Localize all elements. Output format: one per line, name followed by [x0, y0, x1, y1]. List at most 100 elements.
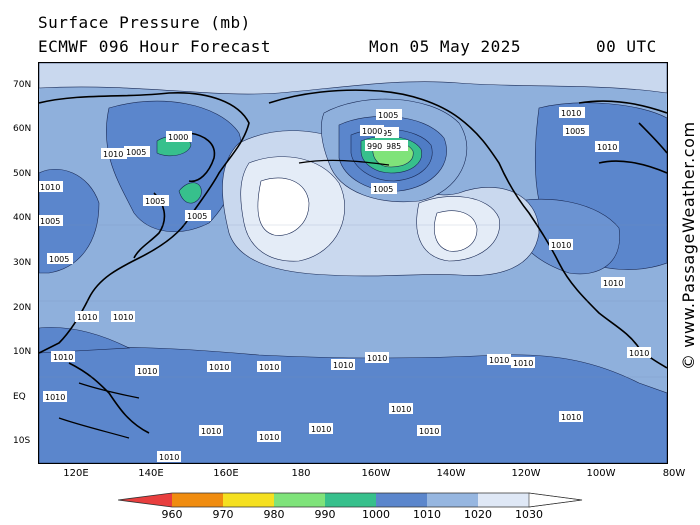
isobar-label: 1010 — [77, 313, 97, 322]
isobar-label: 1010 — [40, 183, 60, 192]
isobar-label: 1010 — [259, 363, 279, 372]
map-title: Surface Pressure (mb) — [38, 13, 251, 32]
lat-label: 40N — [13, 213, 32, 223]
isobar-bg — [124, 146, 150, 157]
isobar-label: 1010 — [629, 349, 649, 358]
isobar-label: 1010 — [513, 359, 533, 368]
isobar-bg — [257, 431, 281, 442]
isobar-bg — [559, 107, 585, 118]
isobar-bg — [375, 127, 399, 138]
lat-label: 10S — [13, 436, 31, 446]
isobar-label: 1005 — [565, 127, 585, 136]
isobar-bg — [487, 354, 511, 365]
legend-swatch — [325, 493, 376, 507]
isobar-bg — [157, 451, 181, 462]
lon-label: 120E — [63, 468, 89, 479]
isobar-bg — [199, 425, 223, 436]
model-label: ECMWF 096 Hour Forecast — [38, 37, 272, 56]
isobar-bg — [309, 423, 333, 434]
lon-label: 140E — [138, 468, 164, 479]
lon-label: 120W — [511, 468, 541, 479]
isobar-label: 1010 — [103, 150, 123, 159]
legend-tick: 1010 — [413, 508, 441, 521]
isobar-bg — [595, 141, 619, 152]
arctic-band — [39, 63, 667, 95]
pressure-field: 1000 1005 1010 1005 985 990 995 1005 100… — [39, 63, 667, 463]
watermark: © www.PassageWeather.com — [679, 121, 698, 370]
legend-swatch — [172, 493, 223, 507]
forecast-date: Mon 05 May 2025 — [369, 37, 521, 56]
pressure-band-1005 — [39, 347, 667, 463]
isobar-bg — [43, 391, 67, 402]
isobar-labels: 1000 1005 1010 1005 985 990 995 1005 100… — [39, 107, 651, 462]
isobar-label: 1010 — [333, 361, 353, 370]
lat-label: 50N — [13, 169, 32, 179]
isobar-bg — [143, 195, 169, 206]
isobar-label: 1010 — [603, 279, 623, 288]
isobar-bg — [384, 140, 408, 151]
isobar-label: 1010 — [367, 354, 387, 363]
isobar-bg — [257, 361, 281, 372]
high-east-core — [434, 210, 478, 252]
legend-swatch — [427, 493, 478, 507]
isobar-label: 1010 — [209, 363, 229, 372]
isobar-bg — [417, 425, 441, 436]
isobar-label: 990 — [367, 142, 382, 151]
isobar-label: 985 — [386, 142, 401, 151]
isobar-label: 1010 — [391, 405, 411, 414]
isobar-label: 1010 — [419, 427, 439, 436]
isobar-label: 1010 — [53, 353, 73, 362]
graticule — [39, 224, 667, 378]
isobar-bg — [601, 277, 625, 288]
isobar-label: 1010 — [137, 367, 157, 376]
legend-tick: 960 — [161, 508, 183, 521]
isobar-bg — [371, 183, 397, 194]
isobar-label: 1005 — [126, 148, 146, 157]
forecast-time: 00 UTC — [596, 37, 657, 56]
isobar-bg — [101, 148, 127, 159]
isobar-label: 1010 — [551, 241, 571, 250]
lat-label: 20N — [13, 303, 32, 313]
isobar-bg — [185, 210, 211, 221]
low-china-band — [39, 169, 100, 274]
legend-tick: 1000 — [362, 508, 390, 521]
color-legend — [118, 492, 583, 508]
isobar-label: 1010 — [159, 453, 179, 462]
legend-swatch — [118, 493, 172, 507]
isobar-bg — [111, 311, 135, 322]
lon-label: 160W — [361, 468, 391, 479]
isobar-bg — [51, 351, 75, 362]
isobar-label: 1010 — [311, 425, 331, 434]
low-asia-band — [106, 100, 242, 233]
isobar-label: 1000 — [168, 133, 188, 142]
pressure-map[interactable]: 1000 1005 1010 1005 985 990 995 1005 100… — [38, 62, 668, 464]
isobar-bg — [563, 125, 589, 136]
lon-label: 140W — [436, 468, 466, 479]
isobar-bg — [47, 253, 73, 264]
isobar-bg — [360, 125, 384, 136]
lon-label: 80W — [662, 468, 686, 479]
isobar-label: 1010 — [259, 433, 279, 442]
isobar-bg — [166, 131, 192, 142]
legend-tick: 980 — [263, 508, 285, 521]
legend-swatch — [274, 493, 325, 507]
isobar-bg — [331, 359, 355, 370]
isobar-bg — [75, 311, 99, 322]
isobar-label: 1010 — [113, 313, 133, 322]
legend-tick: 990 — [314, 508, 336, 521]
isobar-bg — [365, 352, 389, 363]
isobar-bg — [39, 181, 63, 192]
isobar-bg — [207, 361, 231, 372]
isobar-label: 1000 — [362, 127, 382, 136]
lon-label: 160E — [213, 468, 239, 479]
legend-swatch — [223, 493, 274, 507]
low-japan — [178, 182, 202, 204]
legend-tick: 970 — [212, 508, 234, 521]
lon-label: 100W — [586, 468, 616, 479]
isobar-label: 1010 — [45, 393, 65, 402]
isobar-bg — [376, 109, 402, 120]
lat-label: 70N — [13, 80, 32, 90]
pressure-band-1005-west — [39, 327, 131, 354]
isobar-bg — [39, 215, 63, 226]
isobar-label: 995 — [377, 129, 392, 138]
